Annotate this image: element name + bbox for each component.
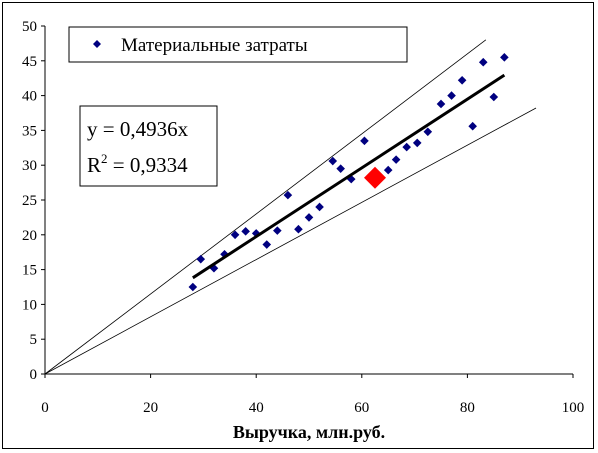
data-point bbox=[478, 57, 488, 67]
y-tick-label: 15 bbox=[22, 263, 37, 279]
equation-text: y = 0,4936x bbox=[87, 117, 189, 141]
y-tick-label: 50 bbox=[22, 19, 37, 35]
trendline bbox=[192, 73, 506, 280]
data-point bbox=[230, 230, 240, 240]
bound-lines bbox=[44, 39, 537, 375]
data-point bbox=[196, 254, 206, 264]
data-point bbox=[220, 249, 229, 259]
data-point bbox=[188, 282, 198, 292]
data-point bbox=[383, 165, 393, 175]
data-point bbox=[423, 127, 433, 137]
data-point bbox=[336, 164, 345, 173]
highlighted-point bbox=[364, 166, 386, 189]
data-point bbox=[447, 91, 456, 100]
y-tick-label: 10 bbox=[22, 297, 37, 313]
data-point bbox=[209, 263, 219, 273]
data-point bbox=[304, 213, 314, 222]
data-point bbox=[457, 75, 467, 85]
y-tick-label: 25 bbox=[22, 193, 37, 209]
x-tick-label: 0 bbox=[41, 400, 49, 416]
trendline-group bbox=[192, 73, 506, 280]
x-tick-label: 60 bbox=[354, 400, 369, 416]
upper-bound-line bbox=[44, 39, 487, 375]
legend-entry: Материальные затраты bbox=[121, 35, 308, 56]
y-tick-label: 5 bbox=[30, 332, 38, 348]
lower-bound-line bbox=[44, 107, 537, 375]
data-point bbox=[328, 156, 338, 166]
data-point bbox=[489, 92, 499, 102]
y-tick-label: 35 bbox=[22, 123, 37, 139]
data-point bbox=[241, 227, 250, 236]
y-tick-label: 0 bbox=[30, 367, 38, 383]
data-point bbox=[412, 138, 422, 148]
tick-labels: 0 5 10 15 20 25 30 35 40 45 50 0 20 40 60 80 100 bbox=[22, 19, 584, 416]
y-tick-label: 40 bbox=[22, 89, 37, 105]
legend: Материальные затраты bbox=[68, 26, 408, 63]
x-tick-label: 20 bbox=[143, 400, 158, 416]
regression-equation-box: y = 0,4936x R2 = 0,9334 bbox=[79, 105, 218, 187]
legend-marker-diamond bbox=[93, 40, 101, 48]
data-point bbox=[283, 190, 293, 200]
r-squared-value: = 0,9334 bbox=[108, 153, 189, 177]
data-point bbox=[402, 142, 411, 152]
data-points bbox=[188, 53, 509, 292]
data-point bbox=[391, 155, 401, 164]
data-point bbox=[468, 121, 477, 131]
data-point bbox=[315, 202, 324, 212]
legend-box bbox=[68, 26, 408, 63]
r-squared-text: R2 = 0,9334 bbox=[87, 151, 188, 177]
y-tick-label: 45 bbox=[22, 54, 37, 70]
x-tick-label: 40 bbox=[249, 400, 264, 416]
data-point bbox=[360, 136, 369, 146]
y-tick-label: 30 bbox=[22, 158, 37, 174]
x-tick-label: 100 bbox=[562, 400, 585, 416]
data-point bbox=[436, 99, 446, 109]
data-point bbox=[273, 226, 282, 235]
x-tick-label: 80 bbox=[460, 400, 475, 416]
r-squared-exponent: 2 bbox=[101, 151, 108, 166]
equation-box bbox=[79, 105, 218, 187]
axes bbox=[41, 25, 574, 378]
data-point bbox=[262, 240, 272, 249]
r-squared-label: R bbox=[87, 153, 101, 177]
y-tick-label: 20 bbox=[22, 228, 37, 244]
data-point bbox=[500, 53, 509, 62]
data-point bbox=[294, 224, 303, 234]
x-axis-label: Выручка, млн.руб. bbox=[233, 422, 385, 442]
